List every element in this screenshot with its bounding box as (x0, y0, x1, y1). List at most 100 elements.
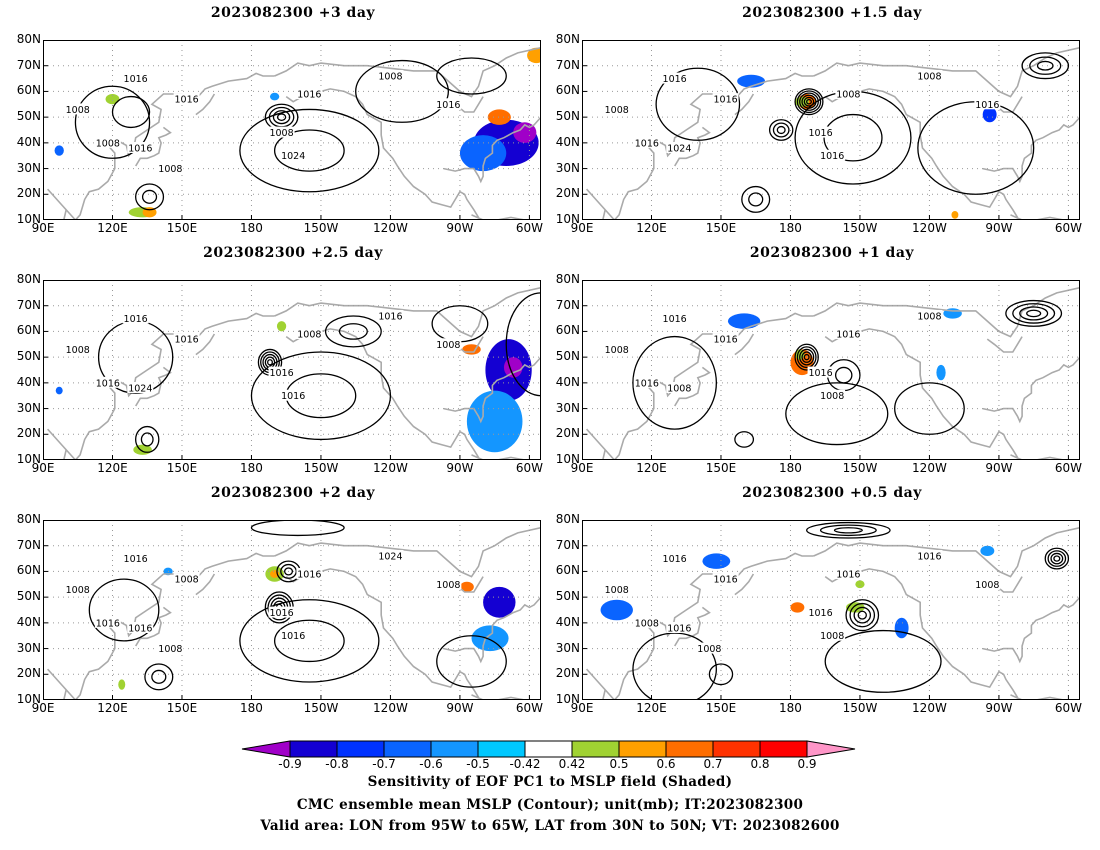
lat-tick-label: 50N (16, 349, 41, 364)
mslp-contour (273, 619, 345, 663)
lat-tick-label: 50N (555, 589, 580, 604)
contour-label: 1008 (436, 340, 460, 351)
coastline (982, 356, 1080, 424)
contour-label: 1016 (269, 608, 293, 619)
lon-tick-label: 180 (240, 221, 263, 235)
lon-tick-label: 120E (97, 701, 128, 715)
contour-label-bg (377, 70, 404, 81)
map-panel: 1016 1016 1016 1008 1008 1016 1016 1008 1016 1008… (582, 520, 1080, 700)
sensitivity-shade (980, 545, 995, 556)
contour-label: 1016 (297, 90, 321, 101)
lon-tick-label: 150E (705, 701, 737, 715)
contour-label-bg (280, 629, 307, 641)
coastline (734, 333, 755, 356)
contour-label-bg (603, 343, 630, 355)
mslp-contour (436, 635, 507, 688)
coastline (274, 526, 541, 578)
mslp-contour (239, 108, 380, 193)
contour-label-bg (666, 382, 693, 393)
sensitivity-shade (105, 94, 120, 105)
lat-tick-label: 20N (555, 426, 580, 441)
lon-tick-label: 150W (303, 701, 339, 715)
mslp-contour (632, 632, 717, 700)
lon-tick-label: 180 (779, 461, 802, 475)
contour-label-bg (94, 376, 121, 388)
coastline (62, 689, 67, 700)
contour-label-bg (94, 616, 121, 628)
coastline (674, 126, 711, 167)
contour-label-bg (377, 550, 404, 561)
mslp-contour (1012, 303, 1056, 324)
contour-label-bg (280, 149, 307, 161)
lat-tick-label: 30N (16, 640, 41, 655)
colorbar-tick-label: -0.9 (278, 757, 302, 771)
lon-tick-label: 90W (446, 701, 474, 715)
contour-label: 1016 (124, 554, 148, 565)
panel-title: 2023082300 +0.5 day (742, 485, 922, 501)
coastline (135, 126, 172, 167)
lon-tick-label: 90W (446, 221, 474, 235)
contour-label-bg (296, 88, 323, 99)
contour-label-bg (64, 583, 91, 595)
contour-label-bg (712, 93, 739, 105)
lon-tick-label: 150W (303, 221, 339, 235)
colorbar (241, 740, 856, 758)
sensitivity-shade (936, 364, 946, 381)
coastline (586, 312, 814, 460)
lat-tick-label: 30N (16, 160, 41, 175)
mslp-contour (801, 351, 812, 363)
mslp-contour (794, 88, 824, 116)
contour-label-bg (603, 583, 630, 595)
lat-tick-label: 20N (16, 186, 41, 201)
contour-label-bg (835, 88, 862, 99)
lon-tick-label: 120W (373, 461, 408, 475)
coastline (982, 116, 1080, 184)
mslp-contour (135, 183, 165, 211)
contour-label-bg (916, 310, 943, 321)
contour-label: 1008 (605, 345, 629, 356)
colorbar-tick-label: -0.5 (466, 757, 490, 771)
mslp-contour (1053, 555, 1061, 562)
map-frame (582, 520, 1080, 700)
lon-tick-label: 120W (912, 701, 947, 715)
contour-label: 1008 (436, 580, 460, 591)
contour-label: 1016 (635, 378, 659, 389)
lat-tick-label: 70N (16, 297, 41, 312)
lat-tick-label: 30N (555, 160, 580, 175)
contour-label-bg (916, 550, 943, 561)
lat-tick-label: 50N (555, 109, 580, 124)
lat-tick-label: 40N (555, 374, 580, 389)
mslp-contour (1021, 52, 1070, 80)
contour-label: 1008 (820, 391, 844, 402)
mslp-contour (708, 663, 734, 686)
contour-label-bg (127, 142, 154, 153)
mslp-contour (803, 353, 810, 361)
contour-label-bg (633, 136, 660, 148)
contour-label: 1016 (808, 128, 832, 139)
contour-label: 1008 (917, 312, 941, 323)
colorbar-tick-label: -0.42 (509, 757, 541, 771)
mslp-contour (144, 663, 174, 691)
contour-label-bg (268, 606, 295, 618)
mslp-contour (135, 425, 160, 453)
lon-tick-label: 150W (842, 221, 878, 235)
contour-label-bg (633, 616, 660, 628)
lon-tick-label: 180 (779, 221, 802, 235)
lat-tick-label: 50N (555, 349, 580, 364)
lat-tick-label: 10N (555, 452, 580, 466)
mslp-contour (272, 110, 291, 125)
colorbar-tick-label: 0.5 (609, 757, 629, 771)
contour-label: 1008 (269, 128, 293, 139)
sensitivity-shade (276, 321, 287, 332)
lat-tick-label: 70N (555, 537, 580, 552)
coastline (601, 689, 606, 700)
contour-label: 1016 (175, 335, 199, 346)
contour-label-bg (173, 93, 200, 105)
lat-tick-label: 70N (16, 537, 41, 552)
contour-label-bg (94, 136, 121, 148)
contour-label-bg (661, 72, 688, 84)
contour-label: 1008 (175, 575, 199, 586)
contour-label-bg (807, 366, 834, 378)
colorbar-segment (618, 740, 667, 758)
lat-tick-label: 30N (555, 400, 580, 415)
